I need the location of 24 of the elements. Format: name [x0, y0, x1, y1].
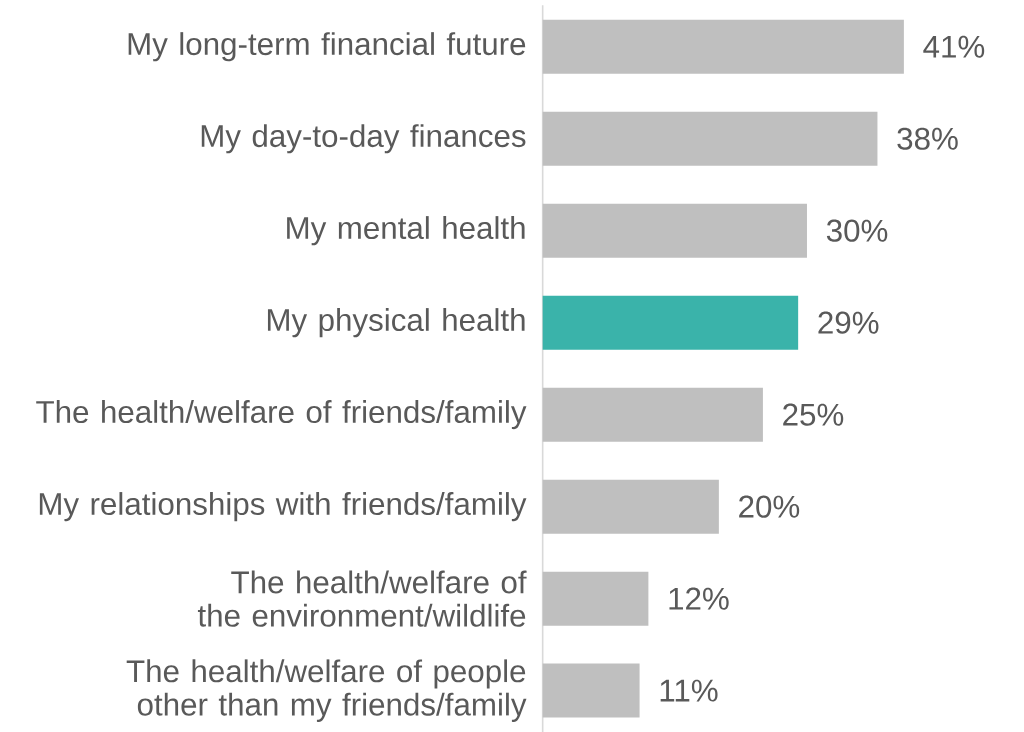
- y-tick-label: My physical health: [267, 308, 525, 338]
- bar: [542, 479, 719, 534]
- data-label: 29%: [818, 311, 879, 334]
- bar: [542, 387, 763, 442]
- data-label: 30%: [826, 219, 888, 242]
- y-tick-label: My day-to-day finances: [201, 124, 526, 154]
- y-tick-label: The health/welfare of the environment/wildlife: [197, 570, 527, 627]
- data-label: 12%: [669, 587, 729, 610]
- bar: [542, 663, 640, 718]
- bar: [542, 295, 799, 350]
- data-label: 38%: [897, 127, 958, 150]
- y-tick-label: My relationships with friends/family: [39, 492, 527, 522]
- data-label: 41%: [923, 35, 985, 58]
- y-tick-label: My long-term financial future: [128, 32, 526, 62]
- y-tick-label: The health/welfare of people other than my friends/family: [126, 659, 527, 722]
- data-label: 20%: [739, 495, 800, 518]
- y-tick-label: My mental health: [287, 216, 525, 246]
- data-label: 11%: [660, 679, 718, 702]
- data-label: 25%: [783, 403, 844, 426]
- y-tick-label: The health/welfare of friends/family: [36, 400, 527, 430]
- bar: [542, 203, 807, 258]
- bar: [542, 111, 878, 166]
- bar: [542, 19, 904, 74]
- bar: [542, 571, 649, 626]
